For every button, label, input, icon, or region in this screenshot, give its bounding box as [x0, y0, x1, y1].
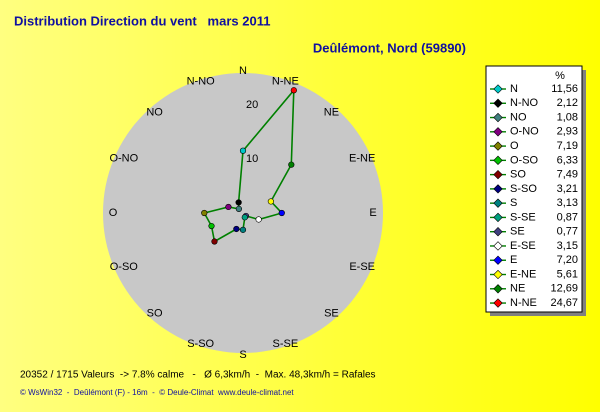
- legend-marker: [493, 212, 503, 223]
- legend-marker: [493, 255, 503, 265]
- legend-marker: [493, 141, 503, 151]
- direction-label: S-SO: [187, 338, 214, 350]
- legend-value: 24,67: [550, 297, 578, 309]
- legend-label: SO: [510, 169, 526, 181]
- marker: [241, 214, 248, 221]
- marker: [211, 238, 218, 245]
- direction-label: S-SE: [272, 338, 298, 350]
- legend-label: S-SO: [510, 183, 537, 195]
- legend-label: S-SE: [510, 211, 536, 223]
- legend-label: O-SO: [510, 154, 539, 166]
- marker: [233, 225, 240, 233]
- direction-label: S: [239, 349, 246, 361]
- legend-title: %: [555, 70, 565, 82]
- legend-marker: [493, 241, 503, 251]
- marker: [267, 198, 275, 205]
- legend-value: 0,77: [557, 226, 578, 238]
- direction-label: E-SE: [349, 261, 375, 273]
- marker: [290, 87, 297, 94]
- legend-value: 2,12: [557, 97, 578, 109]
- legend-marker: [493, 155, 503, 166]
- direction-label: N: [239, 65, 247, 77]
- direction-label: E-NE: [349, 153, 375, 165]
- legend-marker: [493, 84, 503, 94]
- direction-label: N-NE: [272, 76, 299, 88]
- legend-value: 7,49: [557, 169, 578, 181]
- direction-label: SE: [324, 307, 339, 319]
- r-tick-label: 10: [246, 153, 258, 165]
- credits: © WsWin32 - Deûlémont (F) - 16m - © Deul…: [20, 388, 294, 397]
- legend-value: 2,93: [557, 126, 578, 138]
- legend-marker: [493, 98, 503, 108]
- direction-label: SO: [147, 307, 163, 319]
- marker: [208, 222, 215, 230]
- marker: [201, 209, 208, 217]
- legend-value: 1,08: [557, 111, 578, 123]
- legend-value: 11,56: [551, 83, 578, 95]
- legend-label: O: [510, 140, 519, 152]
- marker: [239, 147, 247, 154]
- legend-value: 0,87: [557, 211, 578, 223]
- legend-marker: [493, 269, 503, 280]
- legend-label: NE: [510, 283, 525, 295]
- footer: 20352 / 1715 Valeurs -> 7.8% calme - Ø 6…: [20, 370, 376, 381]
- legend-marker: [493, 127, 503, 137]
- legend-label: E-NE: [510, 268, 536, 280]
- marker: [235, 199, 242, 206]
- legend-label: SE: [510, 226, 525, 238]
- marker: [255, 216, 262, 223]
- direction-label: NE: [324, 106, 339, 118]
- legend-value: 3,15: [557, 240, 578, 252]
- marker: [278, 209, 285, 217]
- legend-marker: [493, 284, 503, 294]
- legend-label: E-SE: [510, 240, 536, 252]
- legend-label: E: [510, 254, 517, 266]
- direction-label: O-NO: [109, 153, 138, 165]
- legend-value: 7,20: [557, 254, 578, 266]
- legend-marker: [493, 184, 503, 194]
- chart-subtitle: Deûlémont, Nord (59890): [313, 40, 466, 55]
- legend-value: 3,21: [557, 183, 578, 195]
- legend-value: 12,69: [550, 283, 578, 295]
- r-tick-label: 20: [246, 99, 258, 111]
- legend-marker: [493, 227, 503, 237]
- legend-label: N: [510, 83, 518, 95]
- legend-value: 3,13: [557, 197, 578, 209]
- chart-title: Distribution Direction du vent mars 2011: [14, 13, 270, 28]
- direction-label: NO: [146, 106, 163, 118]
- marker: [288, 161, 295, 168]
- legend-label: NO: [510, 111, 527, 123]
- marker: [239, 226, 247, 233]
- legend-label: N-NO: [510, 97, 539, 109]
- marker: [225, 203, 232, 211]
- marker: [235, 205, 242, 212]
- legend-label: O-NO: [510, 126, 539, 138]
- legend-marker: [493, 112, 503, 123]
- legend-marker: [493, 169, 503, 180]
- direction-label: E: [369, 207, 376, 219]
- direction-label: O-SO: [110, 261, 139, 273]
- direction-label: N-NO: [187, 76, 216, 88]
- legend-label: S: [510, 197, 517, 209]
- legend-value: 5,61: [557, 268, 578, 280]
- legend-value: 7,19: [557, 140, 578, 152]
- legend-marker: [493, 298, 503, 308]
- legend-label: N-NE: [510, 297, 537, 309]
- legend-marker: [493, 198, 503, 208]
- legend-value: 6,33: [557, 154, 578, 166]
- direction-label: O: [109, 207, 118, 219]
- radar-disc: [103, 73, 383, 353]
